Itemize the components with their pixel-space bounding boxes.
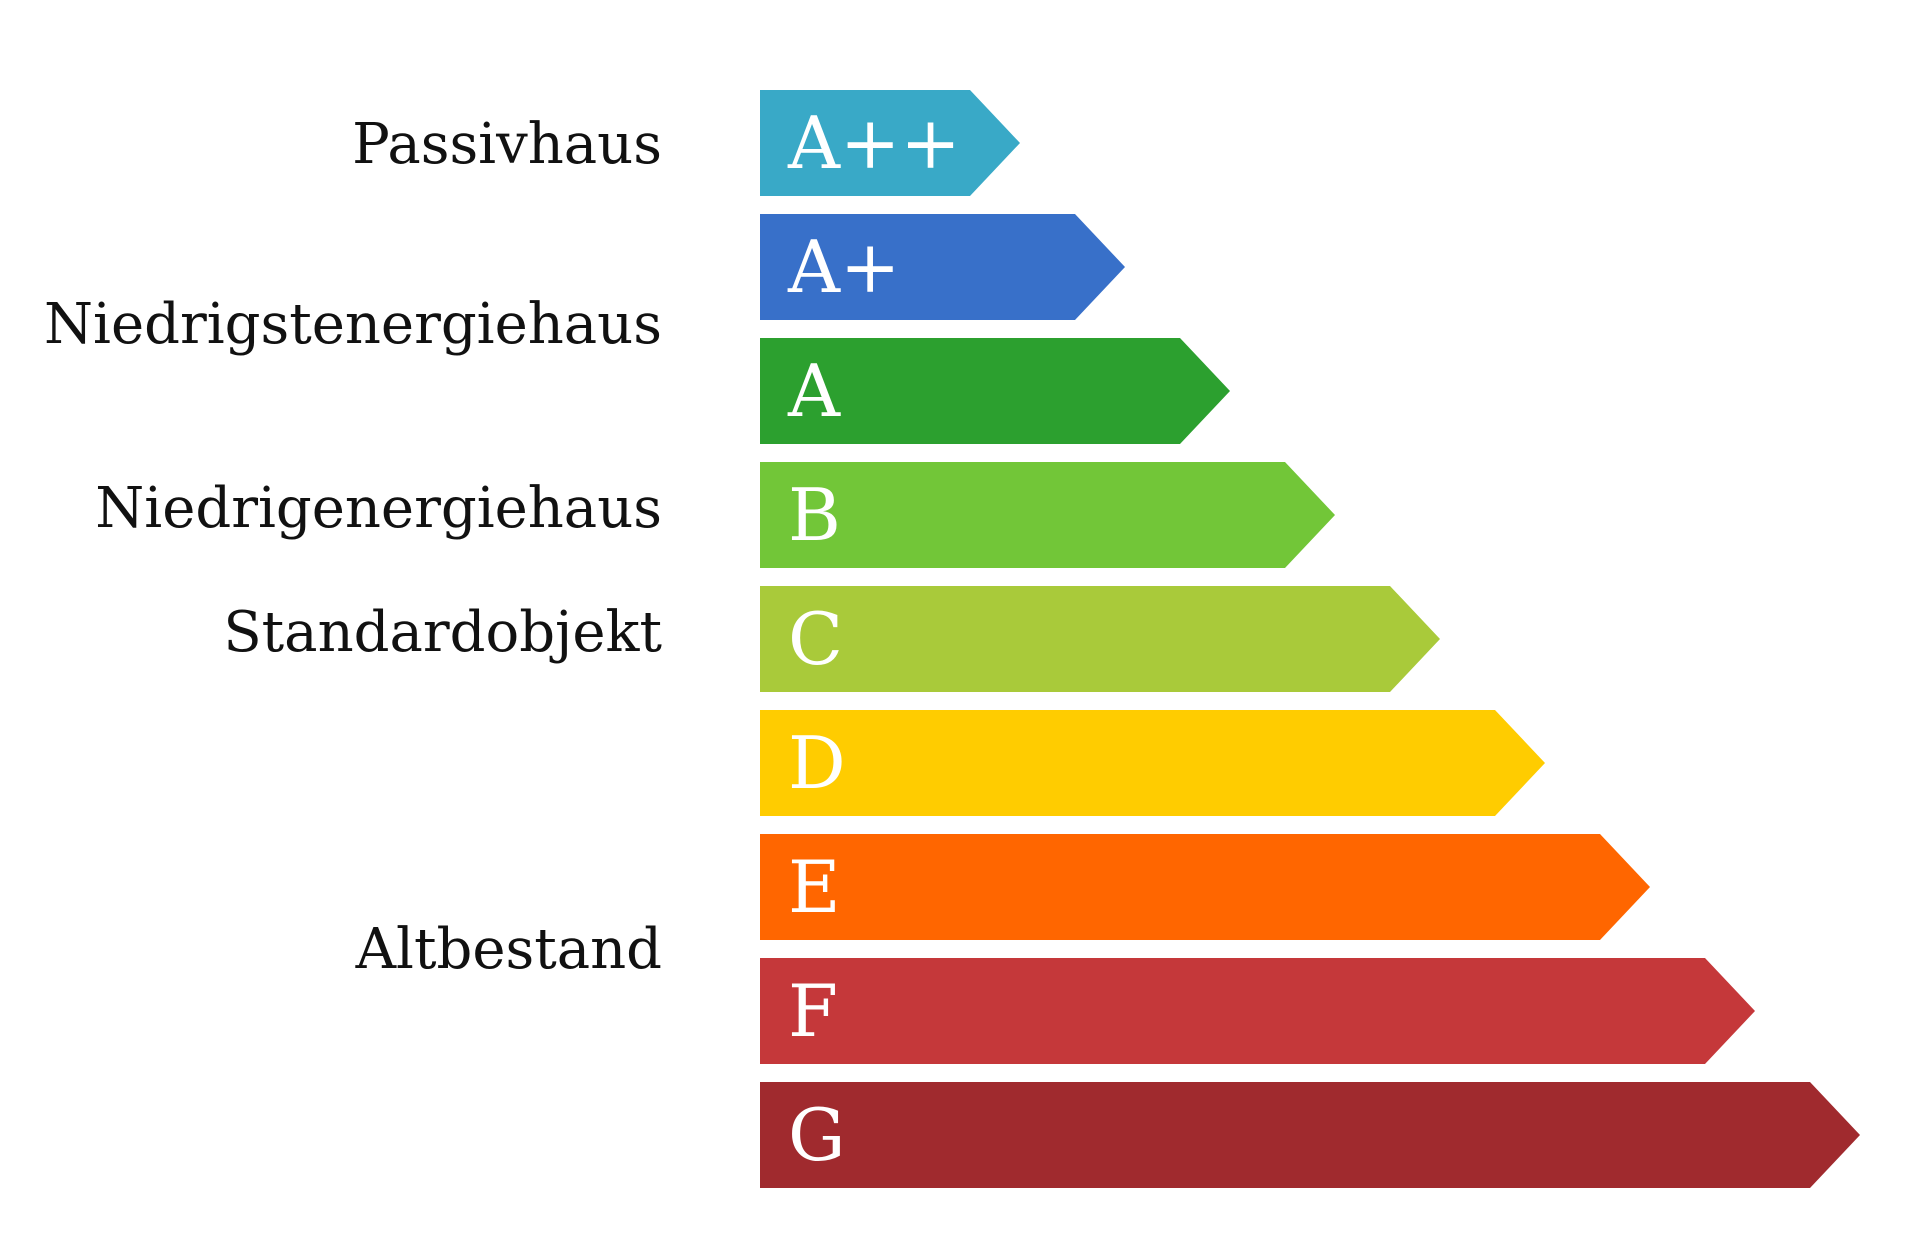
class-label-c: C (788, 597, 843, 681)
arrow-class-a (760, 338, 1230, 444)
class-letters: A++ A+ A B C D E F G (787, 101, 961, 1177)
category-label-passivhaus: Passivhaus (352, 112, 662, 177)
arrow-class-c (760, 586, 1440, 692)
class-label-a-plus: A+ (787, 225, 900, 309)
class-label-b: B (788, 473, 841, 557)
category-label-altbestand: Altbestand (355, 917, 662, 982)
class-label-e: E (788, 845, 841, 929)
class-label-g: G (788, 1093, 846, 1177)
category-label-standardobjekt: Standardobjekt (223, 600, 662, 665)
class-label-d: D (788, 721, 846, 805)
arrow-class-d (760, 710, 1545, 816)
arrow-class-e (760, 834, 1650, 940)
arrow-class-a-plus-plus (760, 90, 1020, 196)
arrow-class-f (760, 958, 1755, 1064)
arrow-class-b (760, 462, 1335, 568)
class-label-a: A (787, 349, 841, 433)
class-label-f: F (788, 969, 838, 1053)
arrow-class-a-plus (760, 214, 1125, 320)
class-label-a-plus-plus: A++ (787, 101, 961, 185)
category-label-niedrigenergiehaus: Niedrigenergiehaus (95, 476, 662, 541)
category-labels: Passivhaus Niedrigstenergiehaus Niedrige… (44, 112, 662, 982)
class-arrows (760, 90, 1860, 1188)
arrow-class-g (760, 1082, 1860, 1188)
category-label-niedrigstenergiehaus: Niedrigstenergiehaus (44, 292, 662, 357)
